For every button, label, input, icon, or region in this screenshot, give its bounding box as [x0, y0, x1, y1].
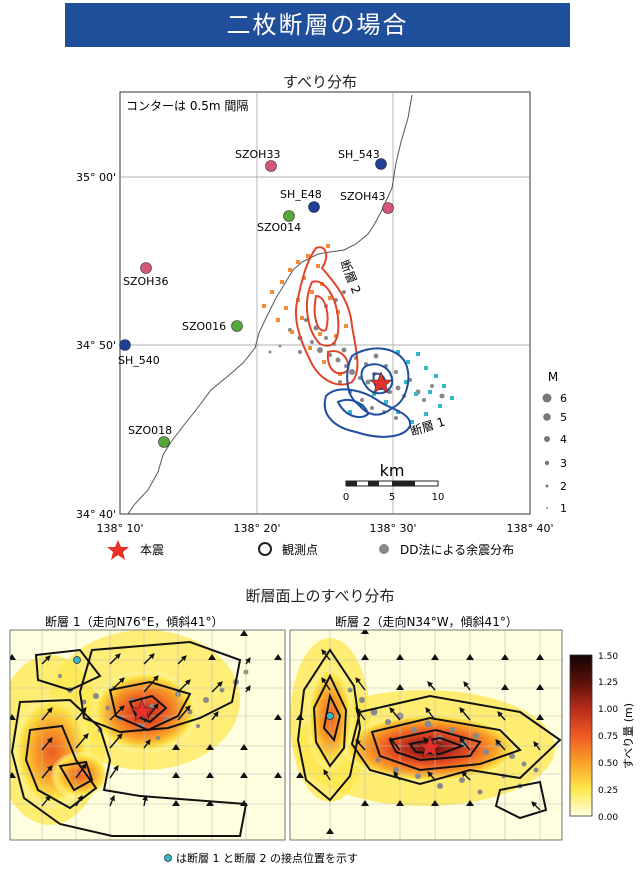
magnitude-1: 1	[560, 502, 567, 515]
colorbar-tick-050: 0.50	[598, 759, 618, 769]
epicenter-map: 35° 00' 34° 50' 34° 40' 138° 10' 138° 20…	[76, 91, 567, 560]
page-title: 二枚断層の場合	[226, 11, 409, 39]
page-title-banner: 二枚断層の場合	[65, 3, 570, 47]
station-marker-szoh33	[265, 160, 277, 172]
lon-label-13840: 138° 40'	[506, 522, 553, 535]
station-label-szoh33: SZOH33	[235, 148, 280, 161]
station-label-szoh36: SZOH36	[123, 275, 168, 288]
slip-section-title: 断層面上のすべり分布	[245, 587, 395, 605]
fault1-slip-contours	[323, 347, 412, 438]
station-marker-sh540	[119, 339, 131, 351]
station-marker-sh543	[375, 158, 387, 170]
station-marker-szo014	[283, 210, 295, 222]
magnitude-legend: M 6 5 4 3 2 1	[542, 370, 567, 515]
station-legend-label: 観測点	[282, 543, 318, 557]
scale-tick-5: 5	[389, 492, 395, 503]
fault2-panel-title: 断層 2（走向N34°W，傾斜41°）	[335, 614, 518, 629]
station-marker-szoh36	[140, 262, 152, 274]
junction-legend-icon	[164, 854, 172, 862]
station-label-sh540: SH_540	[118, 354, 160, 367]
fault1-panel-title: 断層 1（走向N76°E，傾斜41°）	[45, 614, 224, 629]
station-legend-icon	[258, 542, 272, 556]
station-marker-szo016	[231, 320, 243, 332]
station-marker-szo018	[158, 436, 170, 448]
station-label-szo016: SZO016	[182, 320, 226, 333]
map-legend: 本震 観測点 DD法による余震分布	[107, 540, 514, 560]
scale-bar: km 0 5 10	[343, 461, 445, 503]
magnitude-3: 3	[560, 457, 567, 470]
scale-tick-10: 10	[432, 492, 445, 503]
fault1-slip-panel	[10, 630, 285, 840]
colorbar-tick-125: 1.25	[598, 678, 618, 688]
colorbar-tick-000: 0.00	[598, 813, 618, 823]
slip-colorbar: 1.50 1.25 1.00 0.75 0.50 0.25 0.00 すべり量 …	[569, 652, 635, 823]
lon-label-13810: 138° 10'	[96, 522, 143, 535]
colorbar-tick-075: 0.75	[598, 732, 618, 742]
scale-unit: km	[380, 461, 405, 480]
lat-label-3500: 35° 00'	[76, 171, 116, 184]
fault-junction-marker-2	[326, 712, 334, 720]
lon-label-13820: 138° 20'	[233, 522, 280, 535]
lon-label-13830: 138° 30'	[369, 522, 416, 535]
station-label-szoh43: SZOH43	[340, 190, 385, 203]
fault1-aftershocks	[348, 350, 454, 424]
magnitude-5: 5	[560, 411, 567, 424]
colorbar-tick-100: 1.00	[598, 705, 618, 715]
station-label-sh543: SH_543	[338, 148, 380, 161]
lat-label-3440: 34° 40'	[76, 508, 116, 521]
junction-footnote: は断層 1 と断層 2 の接点位置を示す	[176, 851, 358, 865]
station-label-szo014: SZO014	[257, 221, 301, 234]
aftershock-legend-icon	[379, 544, 389, 554]
station-marker-szoh43	[382, 202, 394, 214]
magnitude-4: 4	[560, 433, 567, 446]
fault2-slip-panel	[290, 630, 562, 840]
colorbar-tick-025: 0.25	[598, 786, 618, 796]
aftershock-legend-label: DD法による余震分布	[400, 542, 514, 557]
mainshock-legend-icon	[107, 540, 129, 560]
scale-tick-0: 0	[343, 492, 349, 503]
stations: SZOH33 SH_543 SH_E48 SZOH43 SZO014 SZOH3…	[118, 148, 394, 448]
magnitude-title: M	[548, 370, 558, 384]
station-marker-she48	[308, 201, 320, 213]
map-title: すべり分布	[283, 73, 357, 91]
slip-distribution-panels: 断層 1（走向N76°E，傾斜41°） 断層 2（走向N34°W，傾斜41°）	[9, 614, 635, 865]
colorbar-label: すべり量 (m)	[622, 703, 635, 769]
mainshock-star	[369, 371, 393, 394]
colorbar-tick-150: 1.50	[598, 652, 618, 662]
lat-label-3450: 34° 50'	[76, 339, 116, 352]
station-label-she48: SH_E48	[280, 188, 322, 201]
magnitude-6: 6	[560, 392, 567, 405]
contour-interval-note: コンターは 0.5m 間隔	[126, 99, 248, 113]
mainshock-legend-label: 本震	[140, 543, 164, 557]
fault-junction-marker-1	[73, 656, 81, 664]
magnitude-2: 2	[560, 480, 567, 493]
station-label-szo018: SZO018	[128, 424, 172, 437]
